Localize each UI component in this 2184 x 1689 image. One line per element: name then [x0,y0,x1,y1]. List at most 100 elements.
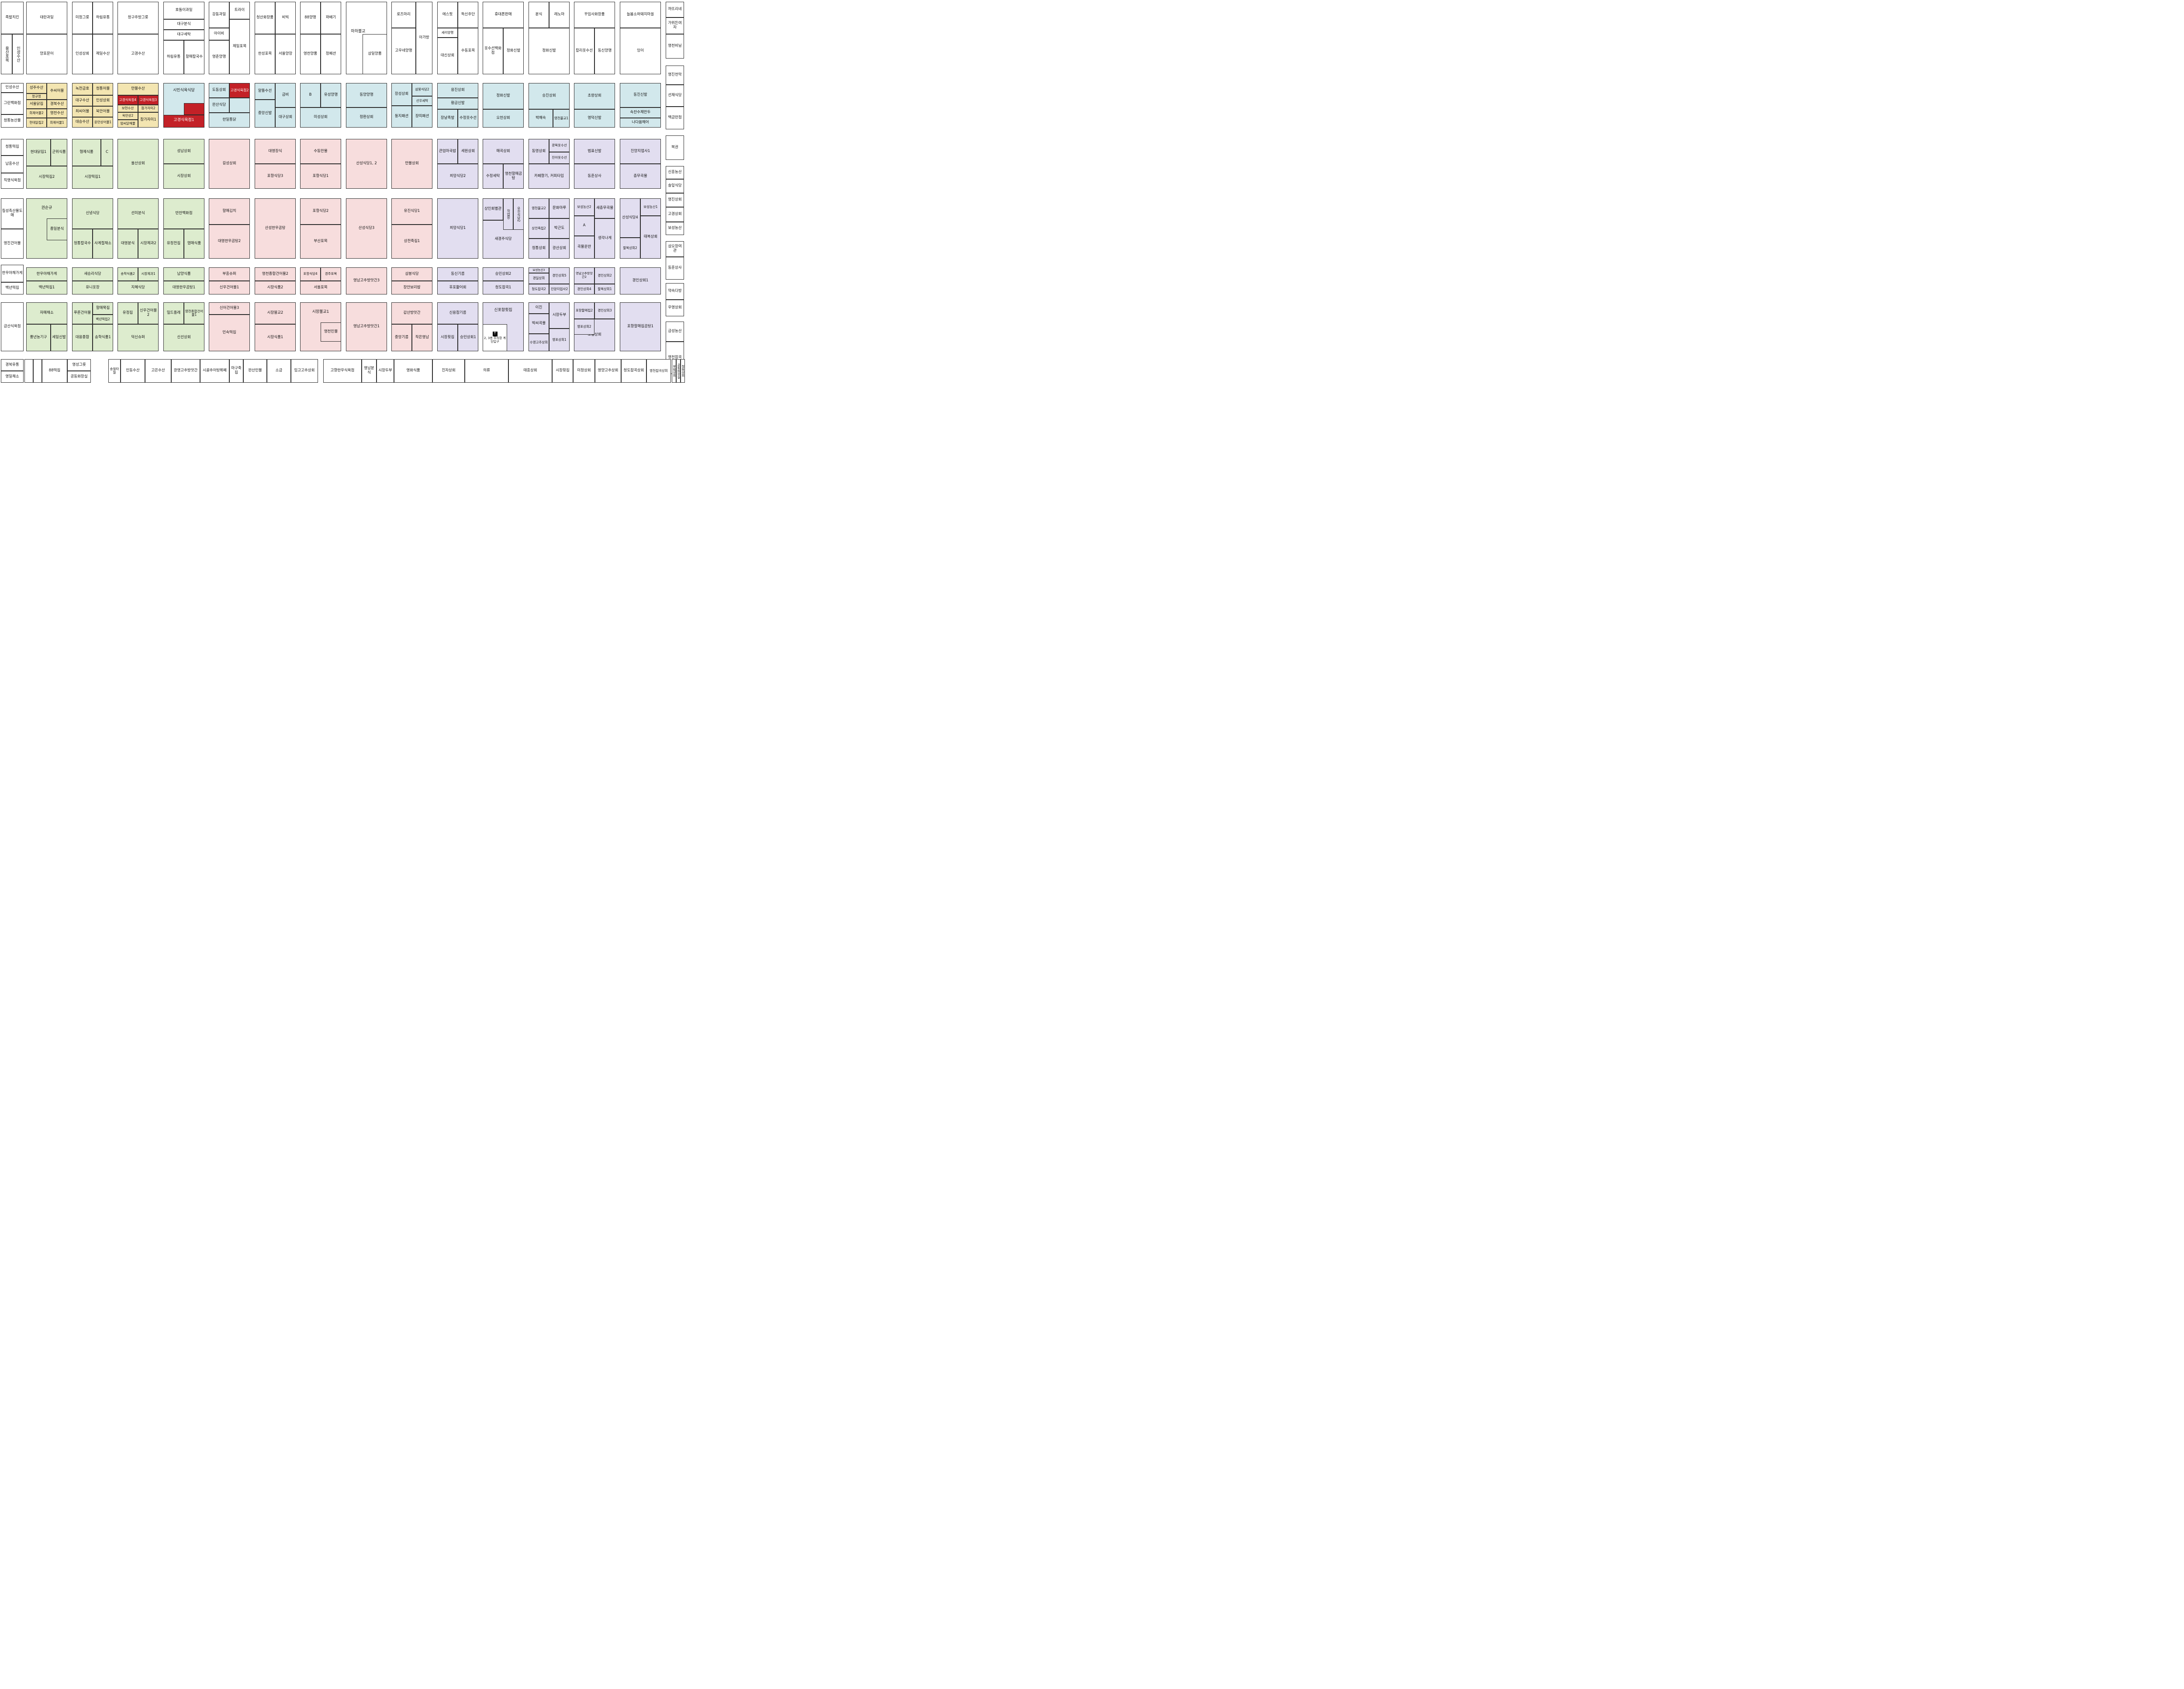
store-cell: 득신주단 [458,2,478,28]
store-cell: B [300,83,321,107]
store-cell: 유정전집 [163,229,184,259]
store-cell: 마하불교 [351,29,366,34]
store-cell: 포항식당1 [300,164,341,189]
store-cell: 시골추어탕뷔페 [200,359,229,383]
store-cell: 제일포목 [229,19,250,74]
store-cell: 산성식당1, 2 [346,139,387,189]
store-cell: 신흥농산 [666,166,684,179]
store-cell: 희제어물1 [47,118,67,128]
store-cell: 금비 [275,83,296,107]
store-cell: 대신상회 [437,38,458,74]
store-cell: 분식 [529,2,549,28]
store-cell: 경북수산 [47,100,67,109]
store-cell: 곡물운반 [574,236,594,259]
store-cell: 욱만상2 [117,112,138,120]
store-cell: 만물상회 [391,139,432,189]
store-cell: 호돌이과일 [163,2,204,19]
store-cell: 생각나게 [594,218,615,259]
store-cell: 할매칼국수 [184,40,204,74]
store-cell: 산성식당3 [346,198,387,259]
store-cell: 휴대폰판매 [483,2,524,28]
store-cell: 광명고추방앗간 [171,359,200,383]
store-cell: 할매묵집 [93,302,113,315]
store-cell: 청통농산물 [1,114,24,128]
store-cell: 상인회별관 [483,198,503,220]
store-cell: 만물수산 [117,83,159,95]
store-cell: 경인상회3 [594,302,615,319]
store-cell: 영일채소 [1,371,24,383]
store-cell: 88떡집 [42,359,67,383]
store-cell: 유니옷장 [72,281,113,294]
store-cell: 밀드플레 [163,302,184,324]
store-cell: 영남분식 [362,359,377,383]
store-cell: 에스핏 [437,2,458,28]
store-cell: 신우건어물1 [209,281,250,294]
store-cell: 박해숙 [529,109,553,128]
store-cell: 송월타월 [108,359,121,383]
store-cell: 신우건어물2 [138,302,159,324]
store-cell: 시민식육식당 [173,88,195,93]
store-cell: 영천종합건어물2 [255,267,296,281]
store-cell: 진아옷수선 [549,152,570,164]
store-cell: 한일통닭 [209,113,250,128]
store-cell: 시장횟집 [437,324,458,351]
store-cell: 큰엄마국밥 [437,139,458,164]
area-cell [229,98,250,113]
stairs-entrance-cell: ↑ 2, 3층 주차장 계단입구 [483,324,507,351]
store-cell: 대영한우곰탕2 [209,225,250,259]
store-cell: 작업장 [503,198,513,230]
store-cell: 영화식품 [394,359,432,383]
store-cell: 청도잡곡상회 [621,359,646,383]
store-cell: 충무곡물 [620,164,661,189]
toilet-cell: 공동화장실 [67,371,91,383]
store-cell: 지혜식당 [117,281,159,294]
store-cell: 시장식품1 [255,324,296,351]
store-cell: 푸른건어물 [72,302,93,324]
store-cell: 신어건어물3 [209,302,250,315]
store-cell: 꽈배기 [321,2,341,34]
store-cell: 보성농산1 [640,198,661,216]
store-cell: 청통상회 [529,239,549,259]
store-cell: 수정옷수선 [458,109,478,128]
store-cell: 자매채소 [26,302,67,324]
store-cell: 속찬수제만두 [620,107,661,118]
store-cell: 박씨곡물 [529,314,549,334]
store-cell: 풍년농기구 [26,324,51,351]
store-cell: 대영분식 [117,229,138,259]
store-cell: 이진 [529,302,549,314]
store-cell: 정패션 [321,34,341,74]
store-cell: 경일상회 [529,273,549,284]
store-cell: 정환상회 [346,107,387,128]
store-cell: 약속다방 [666,283,684,300]
store-cell: 영성그릇 [67,359,91,371]
store-cell: 미정그릇 [72,2,93,34]
store-cell: 신포항횟집 [494,308,512,312]
store-cell: 도동상회 [209,83,229,98]
store-cell: 잉어 [620,28,661,74]
store-cell: 백년떡집1 [26,281,67,294]
store-cell: 희망식당2 [437,164,478,189]
store-cell: 현대닭집1 [26,139,51,166]
store-cell: 동신기름 [437,267,478,281]
store-cell: 영천양품 [300,34,321,74]
market-floor-plan-map: 족발치킨 용산포목 인성수산 인성수산 그린백화점 청통농산물 청통떡집 남흥수산 직영식육점 칠… [0,0,685,384]
store-cell: 진자상회 [432,359,465,383]
store-cell: 포항식당3 [255,164,296,189]
area-cell [163,115,204,128]
store-cell: 금성농산 [666,322,684,342]
store-cell: 민속떡집 [209,315,250,351]
store-cell: 시장떡집2 [26,166,67,189]
store-cell: 제일수산 [93,34,113,74]
store-cell: 하림유통 [163,40,184,74]
store-cell: 새승리식당 [72,267,113,281]
store-cell: 부산포목 [300,225,341,259]
store-cell: 선미분식 [117,198,159,229]
store-cell: 유진식당2 [513,198,524,230]
store-cell: 중앙기름 [391,324,412,351]
store-cell: 대구상회 [275,107,296,128]
store-cell: 늘봄소와돼지마을 [620,2,661,28]
store-cell: 백년떡집2 [93,315,113,324]
store-cell: 상전죽집2 [529,218,549,239]
store-cell: 영천민물 [321,322,341,342]
store-cell: 희제어물2 [26,109,47,118]
